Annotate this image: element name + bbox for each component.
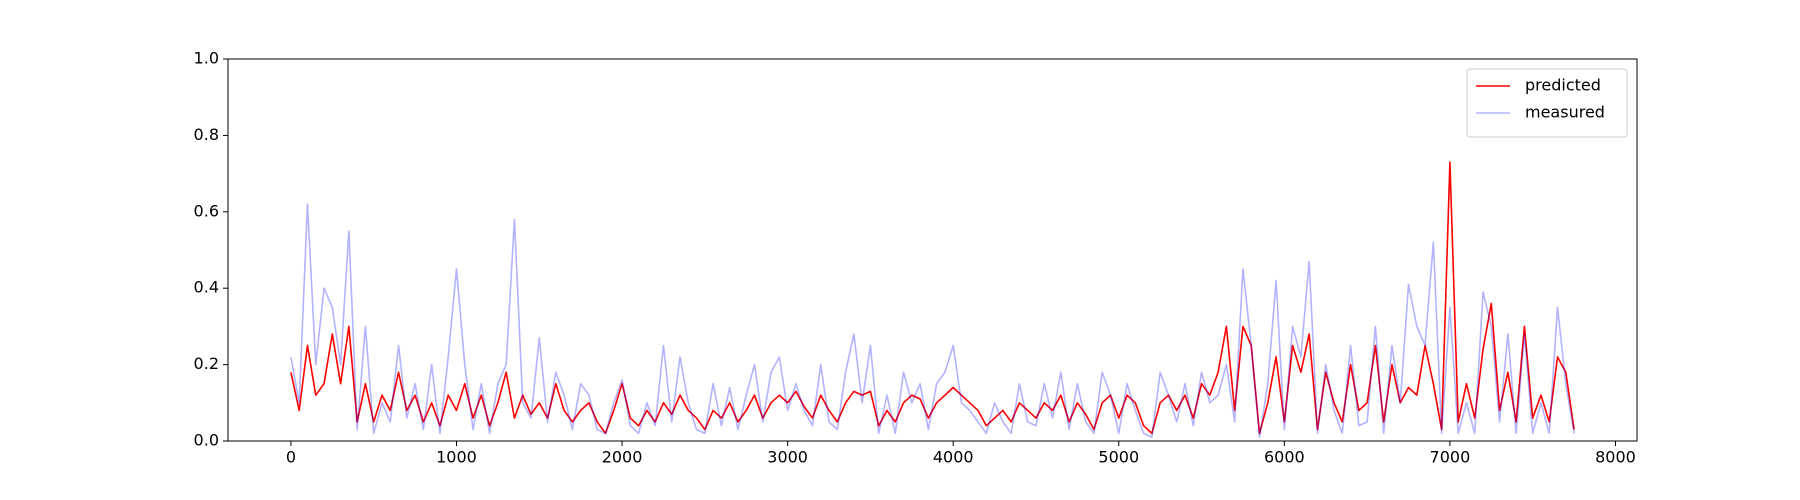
- y-tick-label: 0.8: [194, 125, 219, 144]
- series-line: [290, 161, 1575, 435]
- legend-label: measured: [1525, 103, 1605, 122]
- x-tick-label: 3000: [767, 448, 808, 467]
- y-tick-label: 0.4: [194, 278, 219, 297]
- x-tick-label: 2000: [602, 448, 643, 467]
- series-line: [290, 203, 1575, 438]
- x-tick-label: 1000: [436, 448, 477, 467]
- plot-area: [228, 59, 1637, 441]
- legend-label: predicted: [1525, 76, 1601, 95]
- y-tick-label: 1.0: [194, 49, 219, 68]
- y-tick-label: 0.6: [194, 201, 219, 220]
- y-tick-label: 0.2: [194, 354, 219, 373]
- y-tick-label: 0.0: [194, 431, 219, 450]
- x-tick-label: 5000: [1098, 448, 1139, 467]
- x-tick-label: 0: [286, 448, 296, 467]
- x-tick-label: 7000: [1430, 448, 1471, 467]
- x-tick-label: 6000: [1264, 448, 1305, 467]
- legend: predicted measured: [1466, 68, 1628, 138]
- x-tick-label: 4000: [933, 448, 974, 467]
- axes-frame: [227, 58, 1638, 442]
- x-tick-label: 8000: [1595, 448, 1636, 467]
